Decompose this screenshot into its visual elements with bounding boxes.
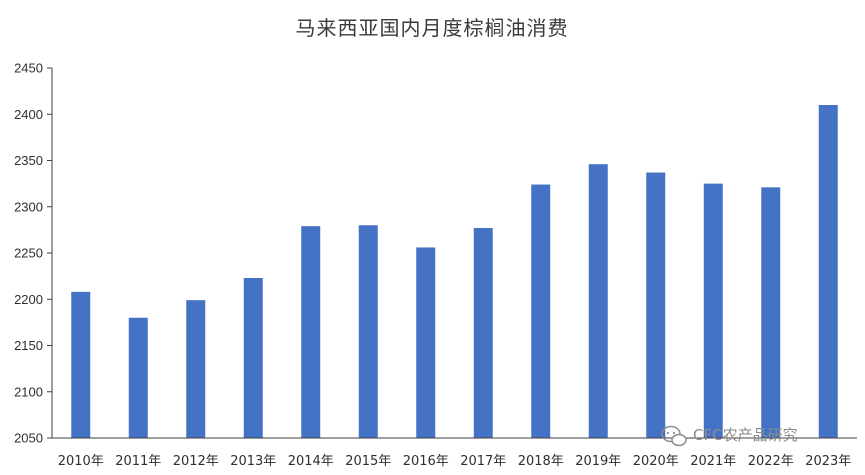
bar-2015年 [358,225,378,438]
bar-2011年 [128,317,148,438]
x-axis: 2010年 2011年 2012年 2013年 2014年 2015年 2016年 2017年… [52,437,857,469]
y-axis: 2050 2100 2150 2200 2250 2300 2350 2400 2450 [14,61,53,446]
bar-2019年 [588,164,608,438]
bar-2012年 [186,300,206,438]
bar-2013年 [243,277,263,438]
watermark-text: CFC农产品研究 [693,426,798,444]
bar-2014年 [301,226,321,438]
y-tick-label: 2200 [14,292,43,307]
x-tick-label: 2010年 [58,454,104,469]
y-tick-label: 2050 [14,431,43,446]
bar-2021年 [703,183,723,438]
x-tick-label: 2019年 [575,454,621,469]
x-tick-label: 2015年 [345,454,391,469]
y-tick-label: 2300 [14,199,43,214]
x-tick-label: 2020年 [633,454,679,469]
watermark: CFC农产品研究 [661,425,798,447]
y-tick-label: 2400 [14,107,43,122]
bar-2020年 [646,172,666,438]
bar-2023年 [818,105,838,438]
bar-2022年 [761,187,781,438]
y-tick-label: 2150 [14,338,43,353]
x-tick-label: 2022年 [748,454,794,469]
x-tick-label: 2023年 [805,454,851,469]
x-tick-label: 2018年 [518,454,564,469]
wechat-icon [661,425,687,447]
y-tick-label: 2450 [14,61,43,76]
bar-2017年 [473,228,493,438]
x-tick-label: 2011年 [115,454,161,469]
bars [71,105,838,438]
x-tick-label: 2014年 [288,454,334,469]
x-tick-label: 2016年 [403,454,449,469]
x-tick-label: 2017年 [460,454,506,469]
chart-title: 马来西亚国内月度棕榈油消费 [296,16,569,40]
x-tick-label: 2021年 [690,454,736,469]
bar-2010年 [71,291,91,438]
bar-2018年 [531,184,551,438]
y-tick-label: 2100 [14,384,43,399]
y-tick-label: 2250 [14,246,43,261]
y-tick-label: 2350 [14,153,43,168]
x-tick-label: 2013年 [230,454,276,469]
x-tick-label: 2012年 [173,454,219,469]
bar-2016年 [416,247,436,438]
